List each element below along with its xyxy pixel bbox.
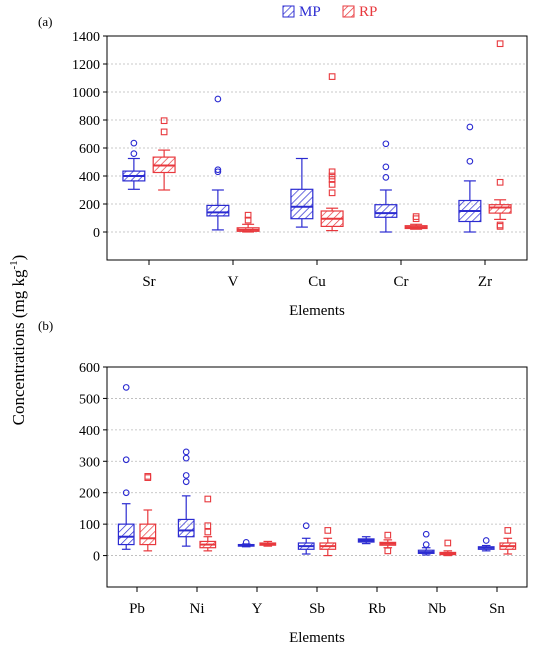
x-tick-label: Sb [309, 601, 325, 617]
y-tick-label: 400 [79, 170, 100, 185]
y-tick-label: 0 [93, 550, 100, 565]
outlier-point [130, 150, 138, 157]
box [374, 204, 398, 218]
x-axis-label: Elements [289, 303, 345, 319]
outlier-point [412, 215, 420, 223]
outlier-point [382, 163, 390, 171]
panel-label: (b) [38, 318, 53, 333]
outlier-point [204, 528, 212, 536]
x-tick-label: Rb [368, 601, 386, 617]
outlier-point [324, 527, 332, 534]
x-tick-label: Y [252, 601, 263, 617]
y-tick-label: 200 [79, 198, 100, 213]
panel-a: (a) 0 200 400 600 800 1000 1200 1400 Sr V Cu Cr Zr Ele… [38, 14, 528, 319]
x-tick-label: Cu [308, 274, 326, 290]
outlier-point [122, 489, 130, 497]
x-tick-label: Ni [190, 601, 205, 617]
outlier-point [204, 522, 212, 530]
box [290, 188, 314, 220]
outlier-point [496, 178, 504, 186]
outlier-point [122, 384, 130, 391]
plot-frame [106, 366, 528, 588]
outlier-point [328, 176, 336, 183]
outlier-point [422, 530, 430, 538]
x-tick-label: V [228, 274, 239, 290]
y-tick-label: 600 [79, 142, 100, 157]
outlier-point [182, 454, 190, 462]
outlier-point [182, 472, 190, 479]
box [117, 523, 135, 546]
y-tick-label: 200 [79, 487, 100, 502]
outlier-point [214, 168, 222, 176]
y-tick-label: 400 [79, 424, 100, 439]
outlier-point [496, 40, 504, 48]
legend-swatch-mp [282, 5, 295, 18]
legend: MP RP [282, 4, 377, 20]
panel-b: (b) 0 100 200 300 400 500 600 Pb Ni Y Sb Rb Nb Sn Eleme… [38, 318, 528, 646]
outlier-point [496, 221, 504, 229]
x-tick-label: Sr [142, 274, 155, 290]
y-axis-label-close: ) [9, 255, 28, 261]
outlier-point [204, 495, 212, 503]
outlier-point [504, 527, 512, 534]
x-tick-label: Cr [394, 274, 409, 290]
y-tick-label: 500 [79, 392, 100, 407]
legend-label-rp: RP [359, 4, 377, 20]
outlier-point [384, 531, 392, 539]
outlier-point [382, 174, 390, 181]
y-tick-label: 0 [93, 226, 100, 241]
outlier-point [144, 473, 152, 480]
outlier-point [182, 478, 190, 486]
outlier-point [130, 139, 138, 147]
outlier-point [214, 95, 222, 103]
outlier-point [384, 547, 392, 555]
box [206, 204, 230, 217]
outlier-point [496, 223, 504, 230]
outlier-point [160, 128, 168, 136]
panel-label: (a) [38, 14, 52, 29]
outlier-point [328, 73, 336, 80]
outlier-point [328, 168, 336, 176]
outlier-point [382, 140, 390, 148]
x-axis-label: Elements [289, 630, 345, 646]
outlier-point [328, 172, 336, 180]
outlier-point [422, 541, 430, 548]
legend-label-mp: MP [299, 4, 321, 20]
outlier-point [214, 166, 222, 174]
outlier-point [242, 539, 250, 546]
outlier-point [302, 522, 310, 530]
outlier-point [328, 189, 336, 197]
outlier-point [182, 448, 190, 456]
y-tick-label: 100 [79, 518, 100, 533]
outlier-point [328, 181, 336, 188]
legend-swatch-rp [342, 5, 355, 18]
y-axis-label: Concentrations (mg kg-1) [8, 255, 28, 426]
outlier-point [160, 117, 168, 125]
x-tick-label: Nb [428, 601, 446, 617]
outlier-point [482, 537, 490, 544]
box [177, 518, 195, 538]
outlier-point [444, 539, 452, 547]
y-tick-label: 600 [79, 361, 100, 376]
outlier-point [466, 157, 474, 165]
y-axis-label-sup: -1 [8, 260, 20, 269]
y-tick-label: 800 [79, 114, 100, 129]
y-tick-label: 1200 [72, 58, 100, 73]
y-tick-label: 1400 [72, 30, 100, 45]
outlier-point [244, 216, 252, 224]
box [488, 204, 512, 214]
x-tick-label: Sn [489, 601, 505, 617]
y-tick-label: 1000 [72, 86, 100, 101]
box [139, 523, 157, 546]
outlier-point [122, 456, 130, 464]
outlier-point [244, 211, 252, 219]
x-tick-label: Pb [129, 601, 145, 617]
y-tick-label: 300 [79, 455, 100, 470]
outlier-point [412, 213, 420, 220]
x-tick-label: Zr [478, 274, 492, 290]
y-axis-label-main: Concentrations (mg kg [9, 269, 28, 425]
outlier-point [466, 123, 474, 131]
